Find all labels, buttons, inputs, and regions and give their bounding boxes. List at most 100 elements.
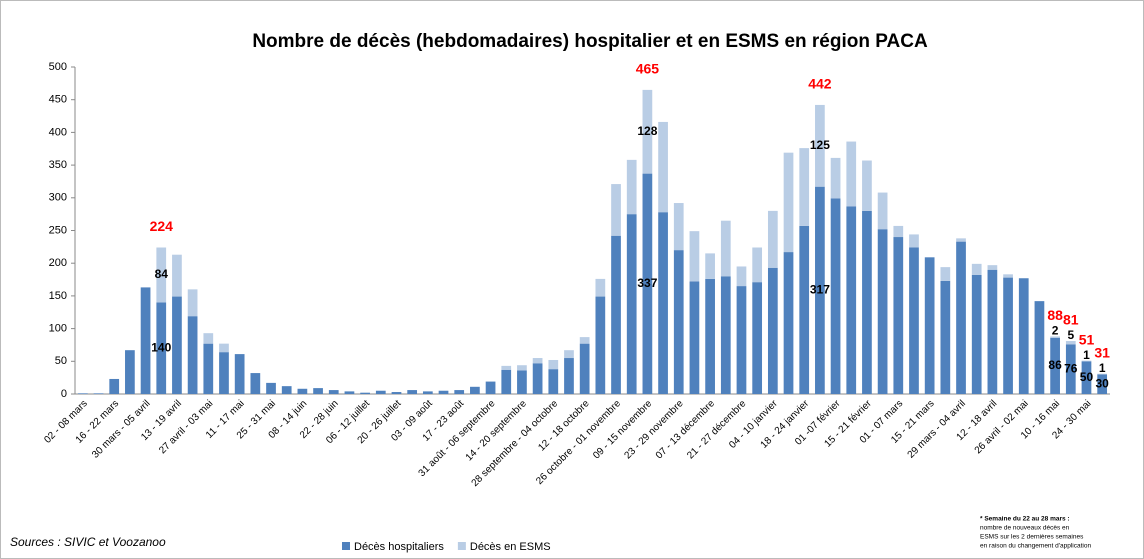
total-label: 224 (150, 218, 174, 234)
bar-segment (736, 286, 747, 394)
bar-segment (736, 266, 747, 287)
bar-segment (830, 157, 841, 199)
bar-segment (862, 160, 872, 211)
bar-segment (1065, 344, 1076, 394)
bar-segment (77, 393, 88, 394)
bar-segment (862, 210, 872, 394)
y-tick-label: 250 (49, 224, 67, 236)
bar-segment (705, 278, 715, 394)
bar-segment (658, 212, 668, 394)
bar-segment (846, 141, 857, 207)
y-tick-label: 300 (49, 192, 67, 204)
bar-segment (877, 229, 888, 394)
bar-segment (642, 89, 653, 174)
bar-segment (532, 358, 543, 364)
bar-segment (391, 392, 402, 394)
bar-segment (673, 250, 684, 394)
bar-segment (281, 386, 292, 394)
bar-segment (987, 265, 998, 270)
bar-segment (924, 257, 935, 394)
y-tick-label: 100 (49, 323, 67, 335)
bar-segment (517, 370, 527, 394)
bar-segment (815, 104, 825, 187)
legend-swatch (342, 542, 350, 550)
bar-segment (595, 278, 606, 297)
data-label: 125 (810, 138, 830, 152)
bar-segment (548, 359, 559, 370)
bar-segment (893, 237, 904, 394)
bar-segment (360, 392, 370, 394)
bar-segment (956, 241, 966, 394)
total-label: 465 (636, 61, 660, 77)
y-tick-label: 50 (55, 355, 67, 367)
bar-segment (1050, 337, 1060, 394)
y-tick-label: 400 (49, 126, 67, 138)
bar-segment (125, 350, 135, 394)
bar-segment (767, 210, 778, 268)
bar-segment (783, 252, 794, 394)
bar-segment (909, 247, 919, 394)
bar-segment (172, 254, 182, 297)
legend-label: Décès en ESMS (470, 541, 551, 553)
data-label: 2 (1052, 324, 1059, 338)
y-tick-label: 450 (49, 94, 67, 106)
y-tick-label: 0 (61, 388, 67, 400)
total-label: 31 (1094, 344, 1110, 360)
bar-segment (501, 369, 512, 394)
total-label: 442 (808, 76, 832, 92)
bar-segment (187, 289, 198, 317)
bar-segment (956, 238, 966, 242)
data-label: 30 (1095, 376, 1109, 390)
note: en raison du changement d'application (980, 543, 1091, 550)
bar-segment (1081, 361, 1092, 394)
note: nombre de nouveaux décès en (980, 525, 1070, 532)
y-tick-label: 200 (49, 257, 67, 269)
bar-segment (626, 159, 637, 215)
data-label: 337 (637, 276, 657, 290)
bar-segment (720, 220, 731, 277)
bar-segment (375, 390, 386, 394)
data-label: 1 (1083, 348, 1090, 362)
data-label: 1 (1099, 361, 1106, 375)
bar-segment (422, 391, 433, 394)
bar-segment (1003, 274, 1013, 278)
bar-segment (234, 354, 245, 394)
bar-segment (203, 333, 214, 344)
bar-segment (564, 358, 574, 394)
bar-segment (611, 235, 621, 394)
bar-segment (548, 369, 559, 394)
note: ESMS sur les 2 dernières semaines (980, 534, 1084, 541)
bar-segment (1065, 341, 1076, 345)
bar-segment (940, 280, 951, 394)
bar-segment (344, 391, 355, 394)
bar-segment (626, 214, 637, 394)
bar-segment (266, 382, 276, 394)
bar-segment (971, 263, 982, 275)
bar-segment (1018, 278, 1029, 394)
bar-segment (438, 390, 449, 394)
bar-segment (971, 274, 982, 394)
bar-segment (783, 152, 794, 253)
bar-segment (893, 225, 904, 238)
bar-segment (501, 365, 512, 370)
bar-segment (187, 316, 198, 394)
bar-segment (658, 121, 668, 213)
bar-segment (485, 381, 496, 394)
bar-segment (1081, 360, 1092, 362)
bar-segment (172, 296, 182, 394)
bar-segment (752, 282, 763, 394)
bar-segment (313, 388, 323, 394)
bar-segment (595, 296, 606, 394)
bar-segment (93, 393, 104, 394)
data-label: 128 (637, 124, 657, 138)
bar-segment (1097, 373, 1108, 375)
bar-segment (830, 198, 841, 394)
total-label: 88 (1047, 307, 1063, 323)
bar-segment (1034, 301, 1045, 394)
y-tick-label: 350 (49, 159, 67, 171)
bar-segment (877, 192, 888, 230)
bar-segment (642, 173, 653, 394)
bar-segment (532, 363, 543, 394)
